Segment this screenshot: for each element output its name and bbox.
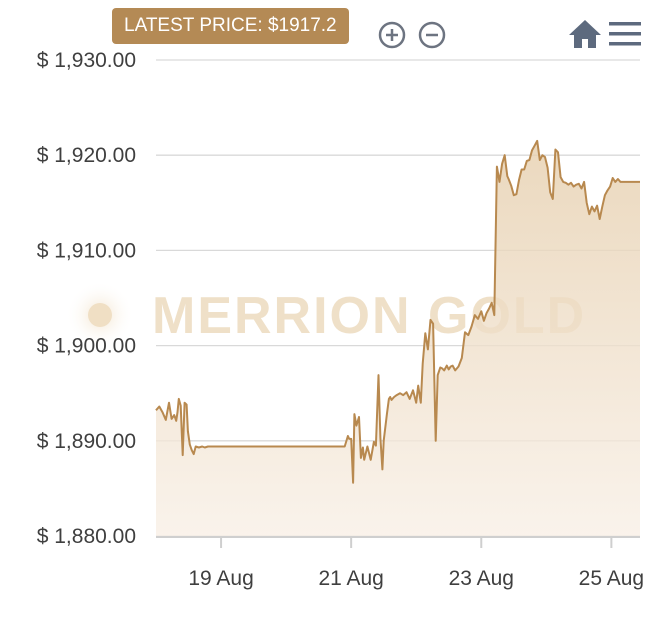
watermark-logo [66,281,134,349]
y-tick-label: $ 1,880.00 [37,525,136,548]
price-series [155,139,640,536]
home-icon[interactable] [567,18,603,50]
y-tick-label: $ 1,910.00 [37,239,136,262]
zoom-out-icon[interactable] [417,20,447,50]
zoom-in-icon[interactable] [377,20,407,50]
y-tick-label: $ 1,900.00 [37,335,136,358]
price-line [155,139,640,484]
price-area [156,140,640,536]
y-tick-label: $ 1,930.00 [37,49,136,72]
y-axis: $ 1,880.00 $ 1,890.00 $ 1,900.00 $ 1,910.00… [37,49,136,548]
x-tick-label: 25 Aug [579,567,644,590]
y-tick-label: $ 1,890.00 [37,430,136,453]
y-tick-label: $ 1,920.00 [37,144,136,167]
x-axis: 19 Aug 21 Aug 23 Aug 25 Aug [156,536,644,590]
x-tick-label: 19 Aug [188,567,253,590]
x-tick-label: 21 Aug [318,567,383,590]
latest-price-badge: LATEST PRICE: $1917.2 [112,8,349,44]
menu-icon[interactable] [608,20,642,48]
x-tick-label: 23 Aug [449,567,514,590]
